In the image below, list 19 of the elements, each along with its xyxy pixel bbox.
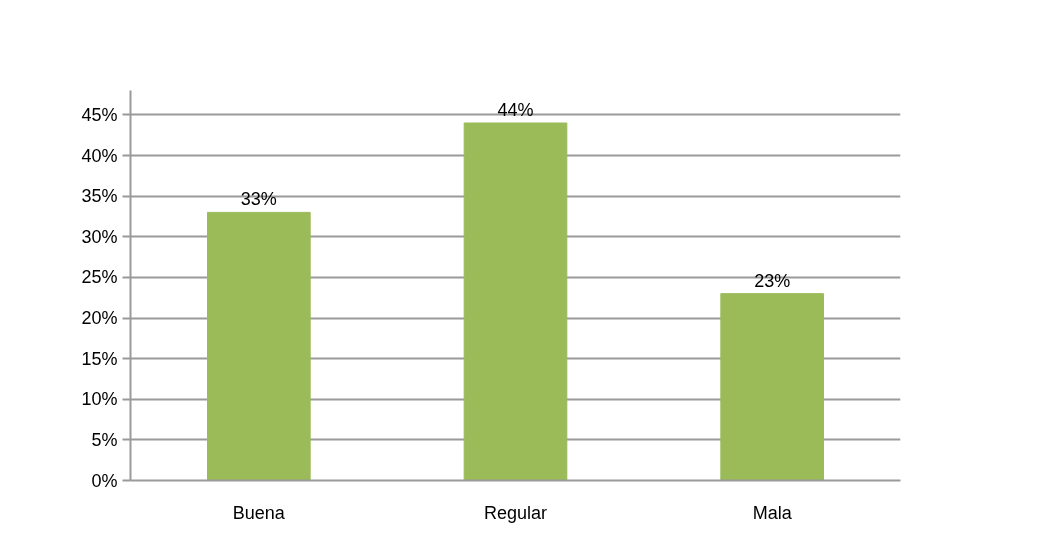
data-label: 44% — [497, 100, 534, 120]
y-tick-label: 15% — [81, 348, 118, 369]
y-tick-label: 25% — [81, 267, 118, 288]
data-label: 23% — [754, 270, 791, 291]
bar — [463, 122, 568, 481]
data-label: 33% — [240, 189, 277, 210]
y-tick-label: 40% — [81, 145, 118, 166]
y-tick-label: 10% — [81, 389, 118, 410]
y-tick-label: 45% — [81, 104, 118, 125]
y-tick-label: 30% — [81, 226, 118, 247]
x-tick-label: Mala — [752, 502, 793, 523]
y-tick-label: 0% — [91, 470, 118, 491]
x-tick-label: Buena — [232, 502, 286, 523]
bar — [207, 211, 311, 481]
y-tick-label: 5% — [91, 429, 118, 450]
y-tick-label: 35% — [81, 186, 118, 207]
y-tick-label: 20% — [81, 308, 118, 328]
x-tick-label: Regular — [483, 502, 548, 523]
bar — [720, 293, 824, 481]
